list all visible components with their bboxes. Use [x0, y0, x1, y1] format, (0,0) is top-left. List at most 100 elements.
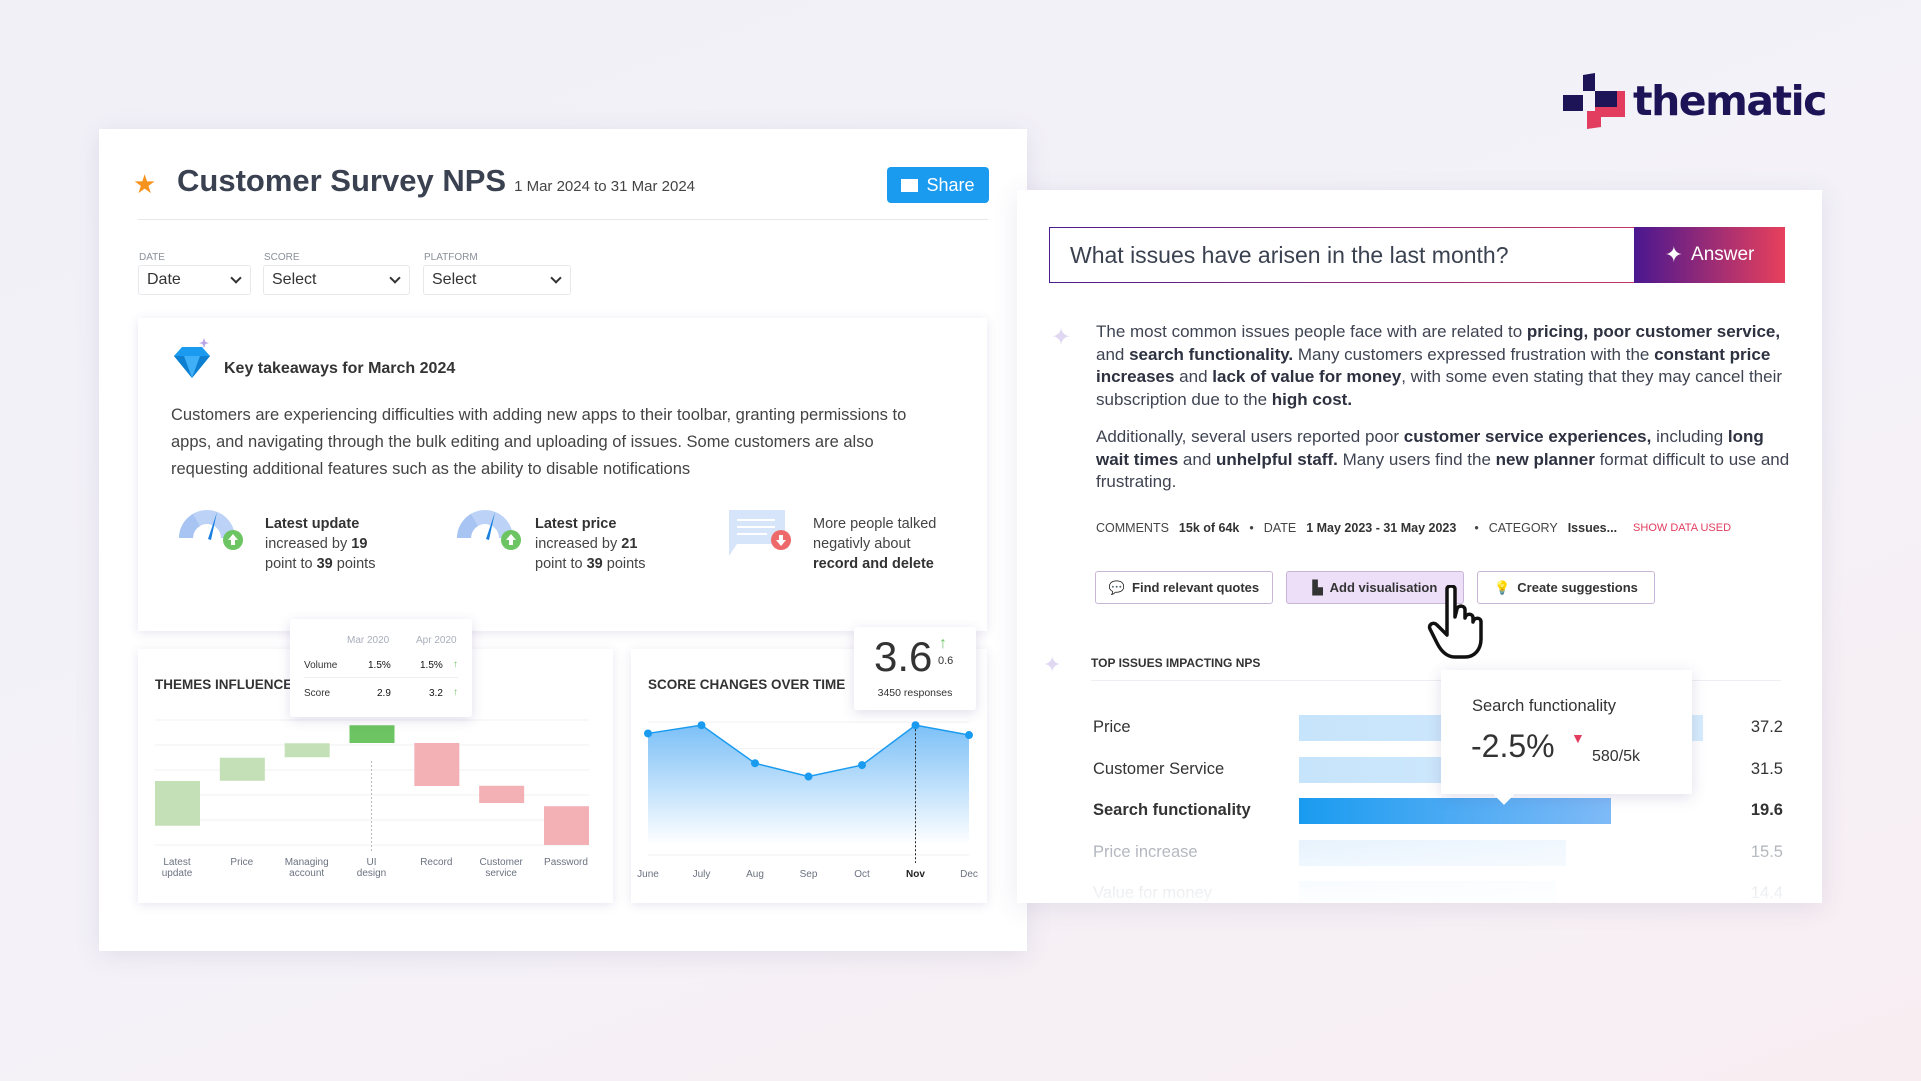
score-line-chart: June July Aug Sep Oct Nov Dec: [637, 721, 978, 880]
x-tick-label: Dec: [960, 869, 978, 880]
tooltip-value: 1.5%: [368, 660, 391, 671]
find-quotes-button[interactable]: 💬 Find relevant quotes: [1095, 571, 1273, 604]
stat-number: 21: [621, 536, 638, 552]
answer-text: Many customers expressed frustration wit…: [1293, 344, 1655, 364]
themes-influence-title: THEMES INFLUENCE: [155, 677, 293, 692]
takeaways-heading: Key takeaways for March 2024: [224, 360, 456, 377]
stat-topic: record and delete: [813, 556, 934, 572]
filter-value: Select: [272, 271, 317, 288]
issue-label: Price: [1093, 718, 1131, 736]
stat-text: points: [332, 556, 376, 572]
issue-label: Customer Service: [1093, 759, 1225, 778]
sparkle-icon: ✦: [1664, 242, 1684, 267]
takeaways-body: Customers are experiencing difficulties …: [171, 406, 907, 478]
tick-word: design: [357, 868, 386, 879]
date-value: 1 May 2023 - 31 May 2023: [1306, 521, 1457, 535]
issue-value: 19.6: [1750, 801, 1783, 819]
arrow-up-icon: ↑: [939, 635, 947, 652]
tooltip-value: 1.5%: [420, 660, 443, 671]
x-tick-label: Aug: [746, 869, 764, 880]
add-visualisation-button[interactable]: ▙ Add visualisation: [1286, 571, 1464, 604]
answer-text: The most common issues people face with …: [1096, 322, 1527, 341]
tooltip-value: 3.2: [429, 688, 443, 699]
gauge-up-icon: [179, 510, 243, 550]
tooltip-change: -2.5%: [1471, 728, 1555, 764]
x-tick-label: Managing account: [285, 857, 329, 879]
waterfall-bar: [349, 725, 395, 743]
share-button[interactable]: Share: [887, 167, 989, 203]
tooltip-title: Search functionality: [1472, 697, 1616, 715]
fade-overlay: [1017, 830, 1822, 903]
filter-platform-label: PLATFORM: [424, 252, 478, 263]
ai-answer-card: What issues have arisen in the last mont…: [1017, 190, 1822, 903]
issue-label: Search functionality: [1093, 801, 1251, 819]
tooltip-count: 580/5k: [1592, 748, 1641, 765]
data-point: [911, 721, 920, 730]
arrow-up-icon: ↑: [453, 659, 458, 670]
diamond-icon: [174, 338, 210, 378]
highlight-phrase: customer service experiences,: [1403, 427, 1652, 446]
data-point: [697, 721, 706, 730]
separator: •: [1249, 521, 1254, 535]
themes-tooltip: Mar 2020 Apr 2020 Volume 1.5% 1.5% ↑ Sco…: [290, 619, 472, 717]
button-label: Find relevant quotes: [1132, 580, 1260, 595]
share-label: Share: [926, 174, 975, 195]
stat-text: negativly about: [813, 536, 911, 552]
show-data-used-link[interactable]: SHOW DATA USED: [1633, 522, 1732, 534]
score-area: [648, 725, 969, 845]
issue-bar: [1299, 798, 1611, 824]
chart-icon: ▙: [1312, 579, 1323, 595]
comments-value: 15k of 64k: [1178, 521, 1240, 535]
stat-text: points: [602, 556, 646, 572]
answer-text: and: [1178, 449, 1217, 469]
x-tick-label: Price: [230, 857, 253, 868]
create-suggestions-button[interactable]: 💡 Create suggestions: [1477, 571, 1655, 604]
answer-text: , with some even stating that they may c…: [1096, 367, 1783, 409]
answer-paragraph-1: The most common issues people face with …: [1096, 321, 1796, 411]
stat-number: 19: [351, 536, 368, 552]
answer-paragraph-2: Additionally, several users reported poo…: [1096, 426, 1796, 494]
sparkle-icon: ✦: [1043, 652, 1062, 677]
x-tick-label: Customer service: [479, 857, 523, 879]
filter-date-select[interactable]: Date: [138, 265, 251, 295]
key-takeaways-card: Key takeaways for March 2024 Customers a…: [138, 318, 987, 631]
waterfall-bar: [479, 785, 525, 803]
issue-tooltip: Search functionality -2.5% ▼ 580/5k: [1441, 670, 1692, 805]
tooltip-row-label: Score: [304, 688, 331, 699]
answer-text: format difficult to use and frustrating.: [1096, 449, 1790, 492]
data-point: [751, 759, 759, 768]
waterfall-bar: [284, 743, 330, 758]
filter-score-label: SCORE: [264, 252, 300, 263]
answer-text: and: [1174, 367, 1213, 386]
highlight-phrase: long wait times: [1096, 427, 1764, 469]
filter-platform-select[interactable]: Select: [423, 265, 571, 295]
tick-word: Latest: [163, 857, 190, 868]
waterfall-bar: [219, 757, 265, 781]
star-icon[interactable]: ★: [133, 169, 157, 199]
filter-score-select[interactable]: Select: [263, 265, 410, 295]
divider: [1091, 680, 1781, 681]
stat-negative-topic: More people talked negativly about record …: [813, 514, 936, 574]
answer-text: including: [1651, 427, 1728, 446]
x-tick-label: UI design: [357, 857, 386, 879]
answer-metadata: COMMENTS 15k of 64k • DATE 1 May 2023 - 31 …: [1096, 521, 1731, 535]
stat-latest-price: Latest price increased by 21 point to 39 p…: [535, 514, 645, 574]
tooltip-col: Apr 2020: [416, 635, 457, 646]
tick-word: update: [162, 868, 193, 879]
issue-row[interactable]: Search functionality 19.6: [1093, 798, 1783, 824]
x-tick-label: Password: [544, 857, 588, 868]
comment-down-icon: [729, 510, 791, 556]
waterfall-bar: [414, 743, 460, 786]
filter-value: Date: [147, 271, 181, 288]
stat-latest-update: Latest update increased by 19 point to 39 …: [265, 514, 375, 574]
chevron-down-icon: [230, 272, 242, 284]
x-tick-label: Record: [420, 857, 452, 868]
answer-button[interactable]: ✦ Answer: [1634, 227, 1785, 283]
tick-word: service: [485, 868, 517, 879]
stat-text: More people talked: [813, 516, 937, 532]
score-summary-box: 3.6 ↑ 0.6 3450 responses: [854, 627, 976, 710]
x-tick-label: June: [637, 869, 659, 880]
thematic-logo: thematic: [1561, 73, 1827, 129]
stat-title: Latest price: [535, 516, 617, 532]
answer-text: and: [1096, 344, 1130, 364]
